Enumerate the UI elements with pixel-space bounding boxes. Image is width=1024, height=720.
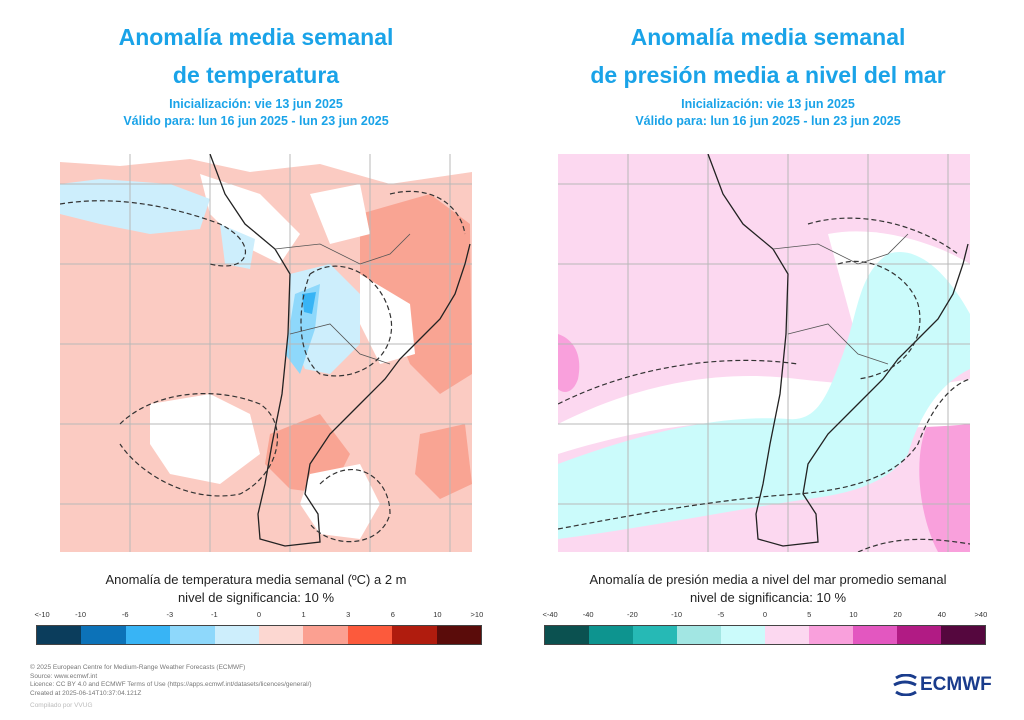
legend-swatch <box>809 626 853 644</box>
pressure-title-line2: de presión media a nivel del mar <box>590 62 946 88</box>
temperature-title-line2: de temperatura <box>172 62 340 88</box>
legend-swatch <box>37 626 82 644</box>
temperature-title-line1: Anomalía media semanal <box>118 24 394 50</box>
temperature-valid-range: Válido para: lun 16 jun 2025 - lun 23 ju… <box>123 114 389 128</box>
legend-tick-label: 40 <box>937 610 946 619</box>
legend-swatch <box>436 626 482 644</box>
pressure-panel: Anomalía media semanal de presión media … <box>512 0 1024 660</box>
legend-tick-label: 10 <box>433 610 442 619</box>
temperature-caption: Anomalía de temperatura media semanal (º… <box>0 571 512 607</box>
legend-swatch <box>347 626 393 644</box>
legend-swatch <box>897 626 941 644</box>
legend-swatch <box>677 626 721 644</box>
legend-tick-label: 0 <box>256 610 262 619</box>
legend-swatch <box>125 626 171 644</box>
temperature-legend-ticks: <-10 -10 -6 -3 -1 0 1 3 6 10 >10 <box>34 610 484 622</box>
legend-swatch <box>721 626 765 644</box>
legend-swatch <box>170 626 215 644</box>
legend-swatch <box>259 626 304 644</box>
footer-copyright: © 2025 European Centre for Medium-Range … <box>30 664 246 671</box>
legend-swatch <box>392 626 437 644</box>
pressure-valid-range: Válido para: lun 16 jun 2025 - lun 23 ju… <box>635 114 901 128</box>
legend-tick-label: 5 <box>807 610 812 619</box>
legend-tick-label: 6 <box>390 610 395 619</box>
legend-tick-label: <-10 <box>34 610 50 619</box>
footer-created: Created at 2025-06-14T10:37:04.121Z <box>30 689 142 697</box>
footer-licence: Licence: CC BY 4.0 and ECMWF Terms of Us… <box>30 681 312 688</box>
legend-swatch <box>81 626 126 644</box>
legend-tick-label: 20 <box>893 610 902 619</box>
temperature-info: Inicialización: vie 13 jun 2025 Válido p… <box>0 96 512 130</box>
legend-swatch <box>214 626 260 644</box>
legend-tick-label: >40 <box>974 610 988 619</box>
legend-tick-label: 3 <box>346 610 351 619</box>
pressure-legend-ticks: <-40 -40 -20 -10 -5 0 5 10 20 40 >40 <box>542 610 988 622</box>
temperature-anomaly-map <box>60 154 472 552</box>
legend-swatch <box>633 626 677 644</box>
temperature-init-date: Inicialización: vie 13 jun 2025 <box>169 97 343 111</box>
legend-tick-label: 0 <box>762 610 768 619</box>
temperature-legend: <-10 -10 -6 -3 -1 0 1 3 6 10 >10 <box>34 610 484 650</box>
legend-tick-label: <-40 <box>542 610 558 619</box>
pressure-caption-line1: Anomalía de presión media a nivel del ma… <box>589 572 947 587</box>
legend-swatch <box>941 626 985 644</box>
pressure-anomaly-map <box>558 154 970 552</box>
legend-swatch <box>853 626 897 644</box>
legend-tick-label: -1 <box>211 610 218 619</box>
temperature-title: Anomalía media semanal de temperatura <box>0 18 512 94</box>
legend-swatch <box>765 626 809 644</box>
pressure-init-date: Inicialización: vie 13 jun 2025 <box>681 97 855 111</box>
legend-tick-label: -20 <box>626 610 638 619</box>
legend-tick-label: 10 <box>849 610 858 619</box>
pressure-title-line1: Anomalía media semanal <box>630 24 906 50</box>
legend-tick-label: -10 <box>75 610 87 619</box>
legend-swatch <box>303 626 348 644</box>
legend-swatch <box>545 626 589 644</box>
ecmwf-logo-icon <box>893 674 917 696</box>
temperature-caption-line1: Anomalía de temperatura media semanal (º… <box>105 572 407 587</box>
footer-source: Source: www.ecmwf.int <box>30 672 98 680</box>
pressure-legend: <-40 -40 -20 -10 -5 0 5 10 20 40 >40 <box>542 610 988 650</box>
temperature-panel: Anomalía media semanal de temperatura In… <box>0 0 512 660</box>
ecmwf-logo-text: ECMWF <box>920 674 992 695</box>
legend-tick-label: -10 <box>671 610 683 619</box>
copyright-footer: © 2025 European Centre for Medium-Range … <box>30 664 312 698</box>
legend-tick-label: 1 <box>301 610 306 619</box>
temperature-caption-line2: nivel de significancia: 10 % <box>177 590 335 605</box>
pressure-caption-line2: nivel de significancia: 10 % <box>689 590 847 605</box>
legend-tick-label: -5 <box>717 610 725 619</box>
legend-swatch <box>589 626 633 644</box>
legend-tick-label: >10 <box>470 610 484 619</box>
legend-tick-label: -6 <box>121 610 129 619</box>
pressure-title: Anomalía media semanal de presión media … <box>512 18 1024 94</box>
legend-tick-label: -40 <box>582 610 594 619</box>
pressure-info: Inicialización: vie 13 jun 2025 Válido p… <box>512 96 1024 130</box>
pressure-caption: Anomalía de presión media a nivel del ma… <box>512 571 1024 607</box>
pressure-legend-bar <box>544 625 986 645</box>
legend-tick-label: -3 <box>166 610 174 619</box>
compiled-by-note: Compilado por VVUG <box>30 702 93 709</box>
ecmwf-logo: ECMWF <box>892 674 992 696</box>
temperature-legend-bar <box>36 625 482 645</box>
